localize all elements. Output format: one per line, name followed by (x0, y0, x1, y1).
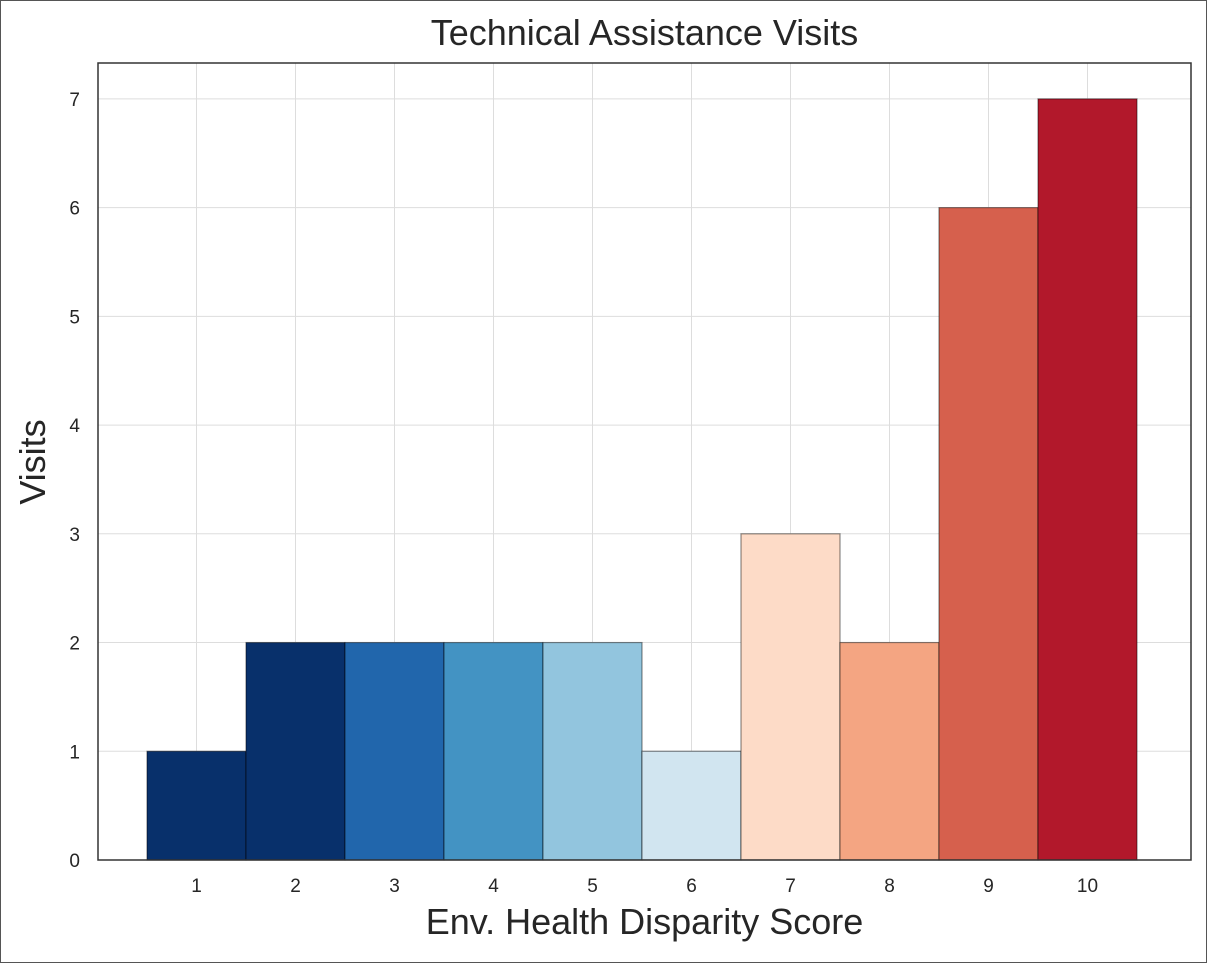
plot-area-border (97, 62, 1192, 861)
bar-2 (245, 641, 346, 861)
x-tick-label: 1 (191, 876, 202, 897)
bar-8 (839, 641, 940, 861)
y-tick-label: 2 (69, 634, 80, 655)
x-tick-labels: 1 2 3 4 5 6 7 8 9 10 (191, 876, 1098, 897)
x-tick-label: 3 (389, 876, 400, 897)
x-tick-label: 5 (587, 876, 598, 897)
y-tick-label: 4 (69, 416, 80, 437)
chart-title: Technical Assistance Visits (430, 12, 859, 53)
bar-5 (542, 641, 643, 861)
x-tick-label: 4 (488, 876, 499, 897)
x-tick-label: 6 (686, 876, 697, 897)
x-tick-label: 8 (884, 876, 895, 897)
x-tick-label: 2 (290, 876, 301, 897)
y-tick-label: 1 (69, 742, 80, 763)
x-tick-label: 7 (785, 876, 796, 897)
bar-10 (1037, 98, 1138, 861)
x-tick-label: 10 (1077, 876, 1098, 897)
bar-1 (146, 750, 247, 861)
y-tick-label: 6 (69, 199, 80, 220)
y-tick-label: 7 (69, 90, 80, 111)
bars (146, 98, 1138, 861)
bar-6 (641, 750, 742, 861)
bar-7 (740, 533, 841, 861)
x-tick-label: 9 (983, 876, 994, 897)
bar-9 (938, 207, 1039, 861)
y-tick-label: 5 (69, 307, 80, 328)
bar-3 (344, 641, 445, 861)
bar-4 (443, 641, 544, 861)
y-tick-labels: 0 1 2 3 4 5 6 7 (69, 90, 80, 872)
y-tick-label: 0 (69, 851, 80, 872)
x-axis-label: Env. Health Disparity Score (425, 901, 864, 942)
y-tick-label: 3 (69, 525, 80, 546)
